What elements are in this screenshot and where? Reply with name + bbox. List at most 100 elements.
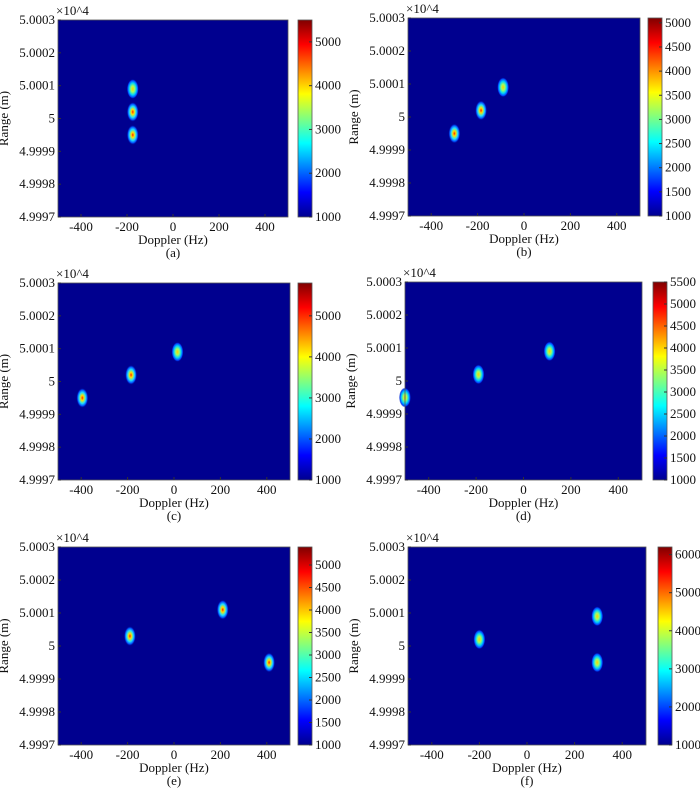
y-tick-label: 5.0003	[19, 539, 55, 554]
colorbar-tick-label: 3000	[315, 647, 341, 662]
heatmap-background	[58, 283, 290, 480]
y-tick-label: 4.9998	[19, 439, 55, 454]
colorbar-tick-label: 5000	[315, 308, 341, 323]
x-axis-label: Doppler (Hz)	[138, 232, 208, 247]
y-multiplier: ×10^4	[406, 1, 439, 16]
y-tick-label: 5.0001	[369, 76, 405, 91]
colorbar-tick-label: 2000	[315, 165, 341, 180]
y-tick-label: 5	[399, 638, 406, 653]
colorbar-tick-label: 5000	[675, 585, 700, 600]
colorbar-tick-label: 4000	[675, 623, 700, 638]
x-tick-label: 0	[524, 747, 531, 762]
colorbar-tick-label: 2000	[675, 699, 700, 714]
heatmap-peak	[126, 78, 139, 99]
colorbar-tick-label: 3000	[675, 661, 700, 676]
colorbar-tick-label: 5500	[670, 274, 696, 289]
x-axis-label: Doppler (Hz)	[489, 231, 559, 246]
colorbar-tick-label: 5000	[670, 296, 696, 311]
y-tick-label: 5.0001	[19, 341, 55, 356]
heatmap-peak	[125, 364, 138, 385]
subplot-caption: (b)	[516, 244, 531, 259]
heatmap-background	[58, 20, 288, 217]
y-axis-label: Range (m)	[343, 353, 358, 408]
x-tick-label: 400	[607, 218, 627, 233]
y-tick-label: 5	[49, 638, 56, 653]
x-tick-label: -200	[116, 747, 140, 762]
colorbar-tick-label: 3500	[670, 362, 696, 377]
heatmap-background	[405, 282, 642, 480]
colorbar-tick-label: 4500	[665, 39, 691, 54]
y-tick-label: 4.9999	[369, 142, 405, 157]
heatmap-peak	[126, 124, 139, 145]
subplot-caption: (e)	[167, 773, 181, 788]
y-axis-label: Range (m)	[346, 89, 361, 144]
colorbar-tick-label: 4500	[670, 318, 696, 333]
y-tick-label: 5	[396, 373, 403, 388]
heatmap-peak	[473, 629, 486, 650]
subplot-f: -400 -200 0 200 400 5.0003 5.0002 5.0001 5 4.9999…	[346, 530, 700, 788]
colorbar-tick-label: 2000	[665, 160, 691, 175]
x-tick-label: 400	[257, 482, 277, 497]
colorbar-tick-label: 1500	[665, 184, 691, 199]
y-tick-label: 5.0001	[366, 340, 402, 355]
y-axis-label: Range (m)	[0, 618, 11, 673]
colorbar-tick-label: 1000	[665, 208, 691, 223]
x-tick-label: 200	[211, 747, 231, 762]
x-tick-label: 400	[609, 482, 629, 497]
y-tick-label: 5.0002	[19, 572, 55, 587]
x-tick-label: 0	[520, 482, 527, 497]
colorbar-tick-label: 1000	[670, 472, 696, 487]
colorbar-tick-label: 4000	[315, 602, 341, 617]
colorbar-tick-label: 3000	[315, 390, 341, 405]
y-tick-label: 5.0003	[366, 274, 402, 289]
y-tick-label: 5	[399, 109, 406, 124]
y-axis-label: Range (m)	[346, 618, 361, 673]
heatmap-peak	[263, 652, 276, 673]
y-tick-label: 4.9998	[19, 176, 55, 191]
x-tick-label: 200	[561, 218, 581, 233]
colorbar-tick-label: 2000	[670, 428, 696, 443]
y-tick-label: 4.9999	[19, 143, 55, 158]
colorbar-tick-label: 4000	[315, 78, 341, 93]
y-multiplier: ×10^4	[56, 530, 89, 545]
x-tick-label: -200	[464, 482, 488, 497]
y-tick-label: 5.0003	[369, 10, 405, 25]
colorbar-tick-label: 5000	[315, 34, 341, 49]
y-tick-label: 4.9998	[19, 704, 55, 719]
y-tick-label: 4.9999	[366, 406, 402, 421]
heatmap-peak	[472, 364, 485, 385]
y-axis-label: Range (m)	[0, 91, 11, 146]
heatmap-peak	[76, 387, 89, 408]
colorbar-tick-label: 4000	[665, 63, 691, 78]
y-tick-label: 4.9997	[366, 472, 402, 487]
colorbar-tick-label: 2000	[315, 692, 341, 707]
heatmap-peak	[497, 77, 510, 98]
heatmap-background	[58, 547, 290, 745]
y-tick-label: 4.9998	[369, 704, 405, 719]
heatmap-peak	[448, 123, 461, 144]
x-tick-label: -200	[115, 219, 139, 234]
y-tick-label: 5.0003	[19, 12, 55, 27]
heatmap-peak	[126, 101, 139, 122]
x-tick-label: 0	[171, 482, 178, 497]
x-tick-label: 200	[209, 219, 229, 234]
y-tick-label: 4.9998	[369, 175, 405, 190]
y-tick-label: 5.0001	[369, 605, 405, 620]
colorbar-tick-label: 5000	[665, 15, 691, 30]
subplot-e: -400 -200 0 200 400 5.0003 5.0002 5.0001 5 4.9999…	[0, 530, 341, 788]
x-axis-label: Doppler (Hz)	[139, 495, 209, 510]
y-tick-label: 5.0002	[19, 45, 55, 60]
colorbar	[297, 282, 313, 481]
colorbar-tick-label: 3500	[315, 625, 341, 640]
colorbar	[297, 19, 313, 218]
x-tick-label: -400	[69, 747, 93, 762]
y-tick-label: 5.0003	[19, 275, 55, 290]
x-tick-label: 200	[565, 747, 585, 762]
y-tick-label: 4.9997	[19, 209, 55, 224]
heatmap-peak	[216, 599, 229, 620]
y-tick-label: 4.9999	[19, 671, 55, 686]
colorbar-tick-label: 3500	[665, 87, 691, 102]
heatmap-peak	[171, 341, 184, 362]
colorbar-tick-label: 1000	[315, 737, 341, 752]
